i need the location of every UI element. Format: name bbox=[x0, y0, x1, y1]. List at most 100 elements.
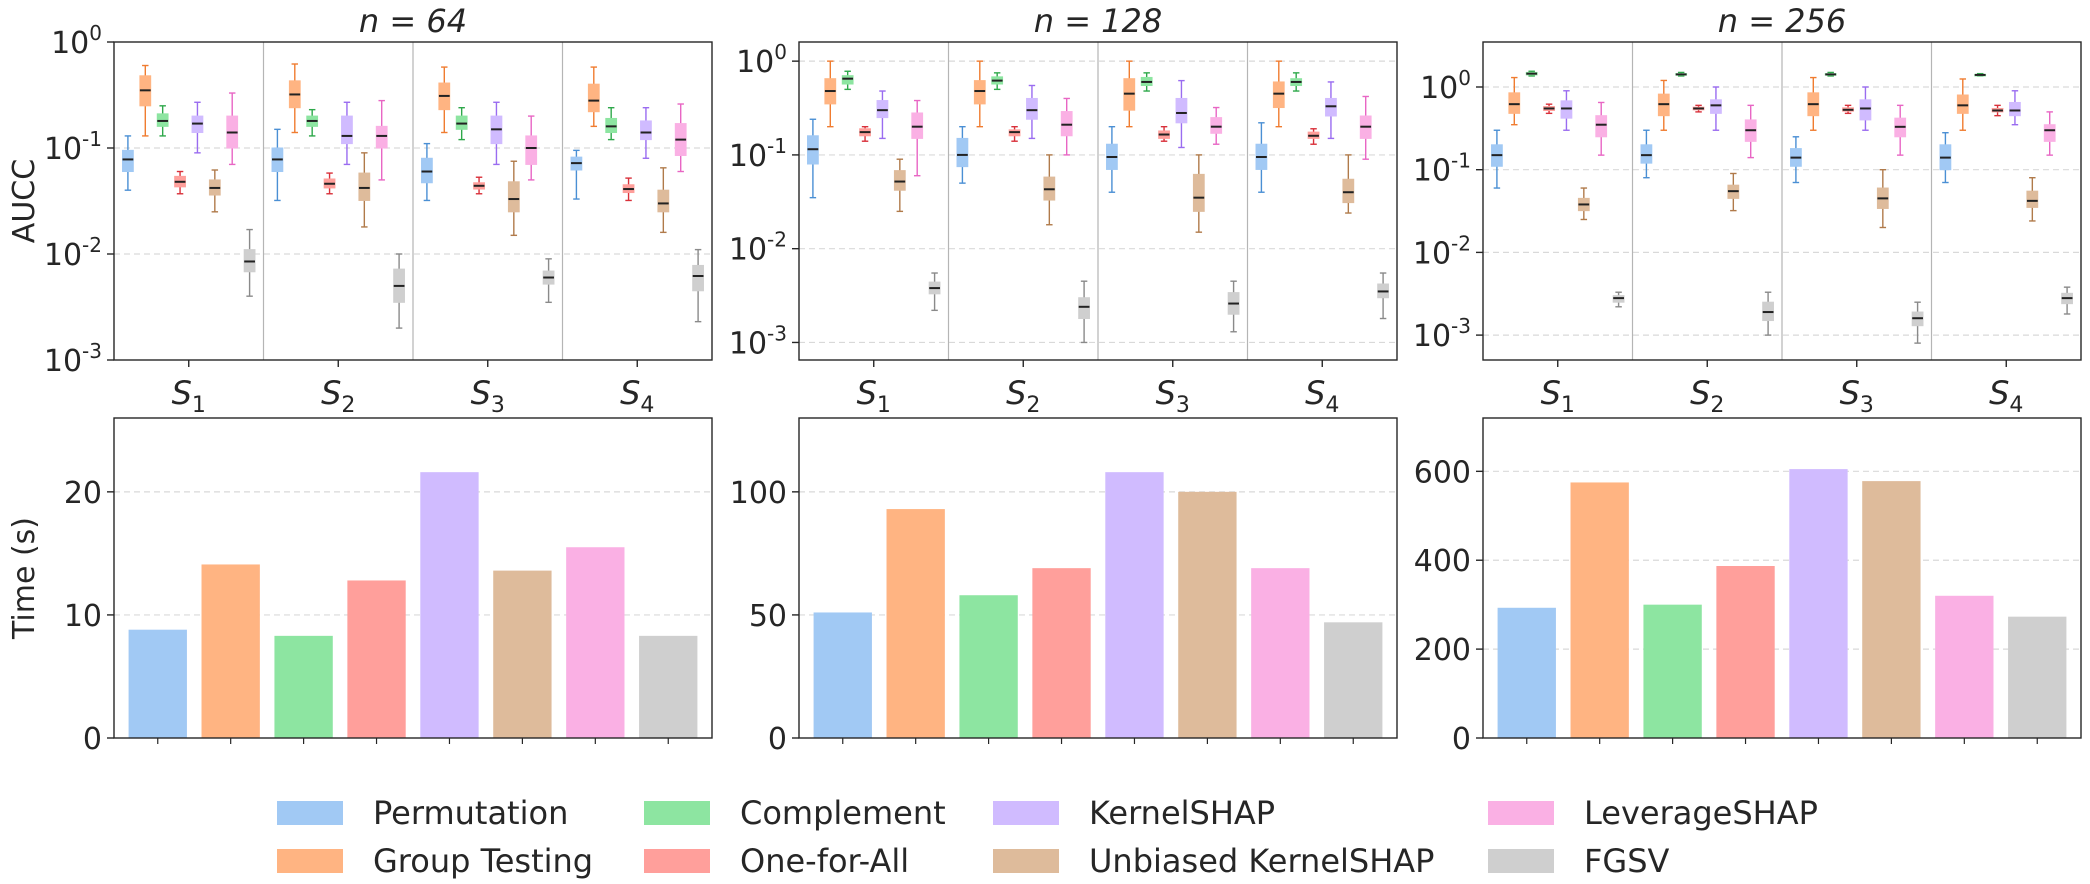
group-label: S3 bbox=[1156, 374, 1190, 418]
legend-label-one-for-all: One-for-All bbox=[740, 842, 910, 880]
box-fgsv-s4 bbox=[1377, 272, 1389, 320]
box-iqr bbox=[1060, 111, 1073, 137]
y-tick-label: 10-2 bbox=[1413, 231, 1471, 271]
box-one-for-all-s2 bbox=[323, 172, 336, 195]
y-tick-label: 10-3 bbox=[1413, 314, 1471, 354]
y-axis-label: AUCC bbox=[7, 159, 42, 243]
axes-frame bbox=[798, 41, 1398, 361]
box-kernelshap-s1 bbox=[191, 101, 204, 154]
box-iqr bbox=[1272, 81, 1285, 109]
box-complement-s2 bbox=[991, 72, 1004, 91]
box-group-testing-s2 bbox=[288, 63, 301, 134]
box-iqr bbox=[587, 83, 600, 113]
box-complement-s4 bbox=[1974, 72, 1987, 77]
y-tick-label: 0 bbox=[768, 722, 787, 757]
legend-item-complement: Complement bbox=[644, 794, 946, 832]
box-leverageshap-s3 bbox=[525, 115, 538, 181]
box-iqr bbox=[2009, 101, 2021, 117]
y-tick-label: 10-1 bbox=[729, 134, 787, 174]
box-unbiased-kernelshap-s3 bbox=[507, 160, 520, 237]
box-one-for-all-s4 bbox=[1991, 104, 2004, 117]
box-permutation-s3 bbox=[1790, 136, 1802, 184]
box-complement-s3 bbox=[1824, 71, 1837, 77]
box-unbiased-kernelshap-s1 bbox=[1577, 187, 1590, 221]
y-tick-label: 50 bbox=[749, 599, 787, 634]
bar-one-for-all bbox=[1716, 566, 1775, 738]
box-iqr bbox=[1595, 115, 1608, 138]
box-one-for-all-s1 bbox=[1543, 103, 1555, 115]
box-one-for-all-s3 bbox=[1842, 104, 1854, 115]
time-panel-3: 0 200 400 600 bbox=[1414, 417, 2082, 757]
y-tick-label: 200 bbox=[1414, 633, 1471, 668]
box-iqr bbox=[507, 181, 520, 213]
legend-item-fgsv: FGSV bbox=[1488, 842, 1669, 880]
box-leverageshap-s3 bbox=[1894, 104, 1907, 156]
legend-item-leverageshap: LeverageSHAP bbox=[1488, 794, 1818, 832]
box-group-testing-s2 bbox=[973, 60, 986, 128]
legend-label-complement: Complement bbox=[740, 794, 946, 832]
panel-title: n = 256 bbox=[1718, 2, 1847, 40]
box-one-for-all-s2 bbox=[1008, 125, 1021, 142]
box-iqr bbox=[657, 189, 670, 213]
legend-item-group-testing: Group Testing bbox=[277, 842, 593, 880]
group-label: S4 bbox=[1305, 374, 1339, 418]
box-leverageshap-s3 bbox=[1210, 106, 1223, 145]
box-iqr bbox=[1342, 178, 1355, 204]
y-tick-label: 400 bbox=[1414, 544, 1471, 579]
bar-unbiased-kernelshap bbox=[1178, 491, 1237, 738]
axes-frame bbox=[798, 417, 1398, 739]
legend-swatch-permutation bbox=[277, 801, 343, 825]
box-permutation-s1 bbox=[807, 118, 819, 199]
legend-swatch-one-for-all bbox=[644, 849, 710, 873]
box-permutation-s2 bbox=[1640, 129, 1653, 179]
box-unbiased-kernelshap-s2 bbox=[1727, 172, 1740, 212]
legend-swatch-leverageshap bbox=[1488, 801, 1554, 825]
box-complement-s4 bbox=[1290, 72, 1303, 92]
box-permutation-s3 bbox=[421, 142, 433, 202]
axes-frame bbox=[1482, 41, 2082, 361]
box-complement-s1 bbox=[156, 105, 169, 137]
box-leverageshap-s4 bbox=[674, 103, 687, 173]
legend-label-unbiased-kernelshap: Unbiased KernelSHAP bbox=[1089, 842, 1435, 880]
bar-unbiased-kernelshap bbox=[1862, 481, 1921, 738]
box-one-for-all-s1 bbox=[174, 170, 186, 195]
box-kernelshap-s2 bbox=[1026, 84, 1038, 140]
box-kernelshap-s1 bbox=[1560, 90, 1573, 131]
box-complement-s1 bbox=[841, 70, 854, 91]
bar-permutation bbox=[1497, 607, 1556, 738]
y-tick-label: 10-2 bbox=[729, 228, 787, 268]
y-tick-label: 0 bbox=[83, 722, 102, 757]
box-iqr bbox=[1956, 94, 1969, 114]
box-iqr bbox=[421, 157, 433, 184]
box-iqr bbox=[1210, 117, 1223, 134]
bar-kernelshap bbox=[1789, 469, 1848, 738]
box-iqr bbox=[1192, 173, 1205, 212]
axes-frame bbox=[113, 41, 713, 361]
y-tick-label: 10-3 bbox=[44, 339, 102, 379]
time-panel-1: 0 10 20 Time (s) bbox=[7, 417, 713, 757]
box-group-testing-s1 bbox=[1508, 76, 1521, 126]
group-label: S2 bbox=[1690, 374, 1724, 418]
time-panel-2: 0 50 100 bbox=[730, 417, 1398, 757]
box-group-testing-s2 bbox=[1657, 79, 1670, 131]
box-unbiased-kernelshap-s1 bbox=[893, 158, 906, 213]
box-group-testing-s3 bbox=[438, 66, 451, 134]
bar-complement bbox=[274, 635, 333, 738]
y-tick-label: 10 bbox=[64, 599, 102, 634]
bar-group-testing bbox=[1570, 482, 1629, 738]
bar-kernelshap bbox=[1105, 472, 1164, 738]
legend-swatch-kernelshap bbox=[993, 801, 1059, 825]
box-one-for-all-s1 bbox=[859, 125, 871, 142]
box-one-for-all-s4 bbox=[1307, 128, 1320, 145]
legend-swatch-complement bbox=[644, 801, 710, 825]
legend-swatch-group-testing bbox=[277, 849, 343, 873]
panel-title: n = 128 bbox=[1034, 2, 1163, 40]
box-leverageshap-s2 bbox=[375, 99, 388, 181]
box-leverageshap-s1 bbox=[226, 92, 239, 166]
bar-group-testing bbox=[886, 509, 945, 738]
box-fgsv-s1 bbox=[1612, 291, 1625, 308]
box-complement-s4 bbox=[605, 106, 618, 141]
box-iqr bbox=[1175, 97, 1188, 124]
group-label: S2 bbox=[321, 374, 355, 418]
box-iqr bbox=[358, 172, 371, 201]
